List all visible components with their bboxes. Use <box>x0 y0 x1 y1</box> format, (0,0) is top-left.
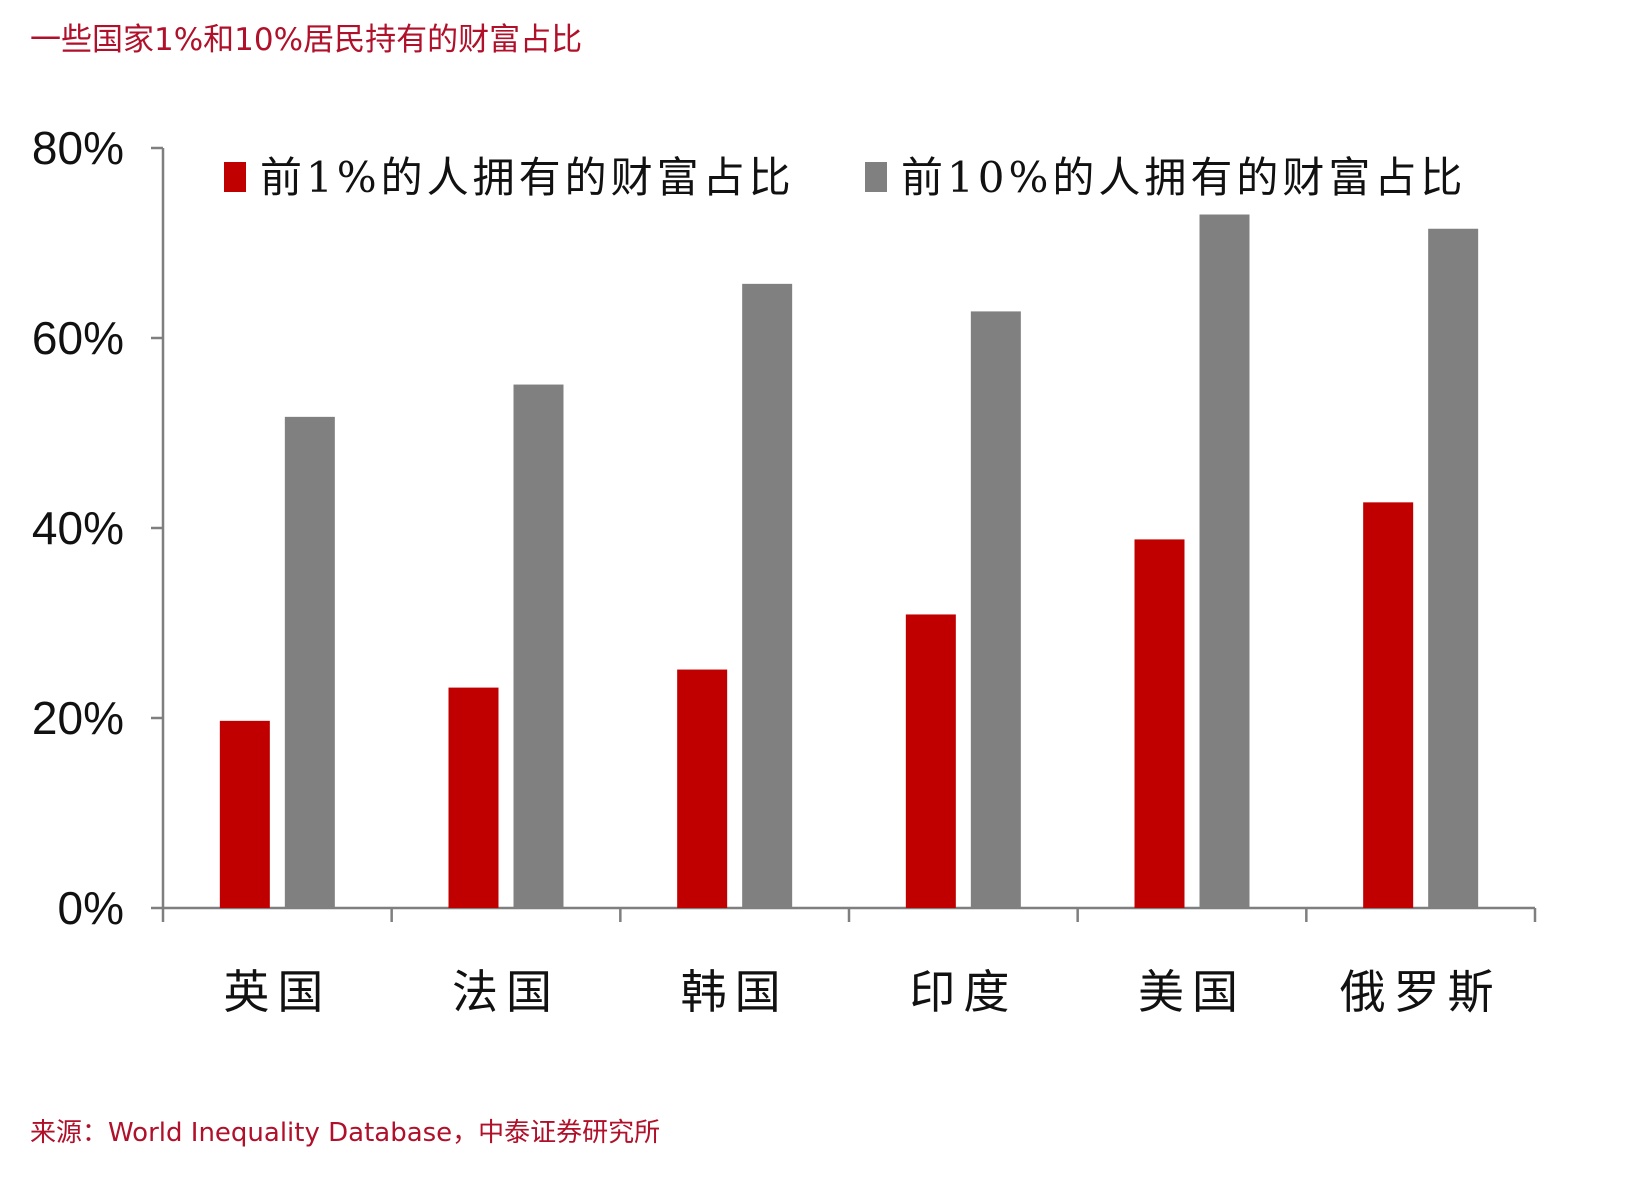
legend-label: 前10%的人拥有的财富占比 <box>901 153 1466 202</box>
y-tick-label: 40% <box>32 502 124 554</box>
bar <box>742 283 793 909</box>
y-tick-labels: 0% 20% 40% 60% 80% <box>32 122 124 934</box>
x-category-label: 印度 <box>909 965 1017 1019</box>
bar <box>1363 502 1414 908</box>
bar <box>1428 228 1479 908</box>
bar <box>219 720 270 908</box>
bar <box>970 311 1021 908</box>
legend-label: 前1%的人拥有的财富占比 <box>260 153 795 202</box>
bar <box>677 669 728 908</box>
y-tick-label: 80% <box>32 122 124 174</box>
chart-title: 一些国家1%和10%居民持有的财富占比 <box>30 22 583 58</box>
x-category-label: 英国 <box>223 965 331 1019</box>
source-note: 来源：World Inequality Database，中泰证券研究所 <box>30 1118 661 1148</box>
bar <box>448 687 499 908</box>
y-tick-label: 60% <box>32 312 124 364</box>
x-category-label: 韩国 <box>681 965 789 1019</box>
chart-bars <box>219 214 1479 909</box>
chart-legend: 前1%的人拥有的财富占比 前10%的人拥有的财富占比 <box>224 153 1466 202</box>
x-category-labels: 英国 法国 韩国 印度 美国 俄罗斯 <box>223 965 1502 1019</box>
bar <box>905 614 956 908</box>
x-category-label: 法国 <box>452 965 560 1019</box>
bar <box>513 384 564 908</box>
legend-swatch <box>224 162 246 192</box>
x-category-label: 美国 <box>1138 965 1246 1019</box>
legend-swatch <box>865 162 887 192</box>
bar <box>1134 539 1185 908</box>
x-category-label: 俄罗斯 <box>1340 965 1502 1019</box>
bar <box>1199 214 1250 908</box>
bar <box>284 416 335 908</box>
y-tick-label: 20% <box>32 692 124 744</box>
chart-axes <box>151 146 1537 922</box>
y-tick-label: 0% <box>58 882 124 934</box>
